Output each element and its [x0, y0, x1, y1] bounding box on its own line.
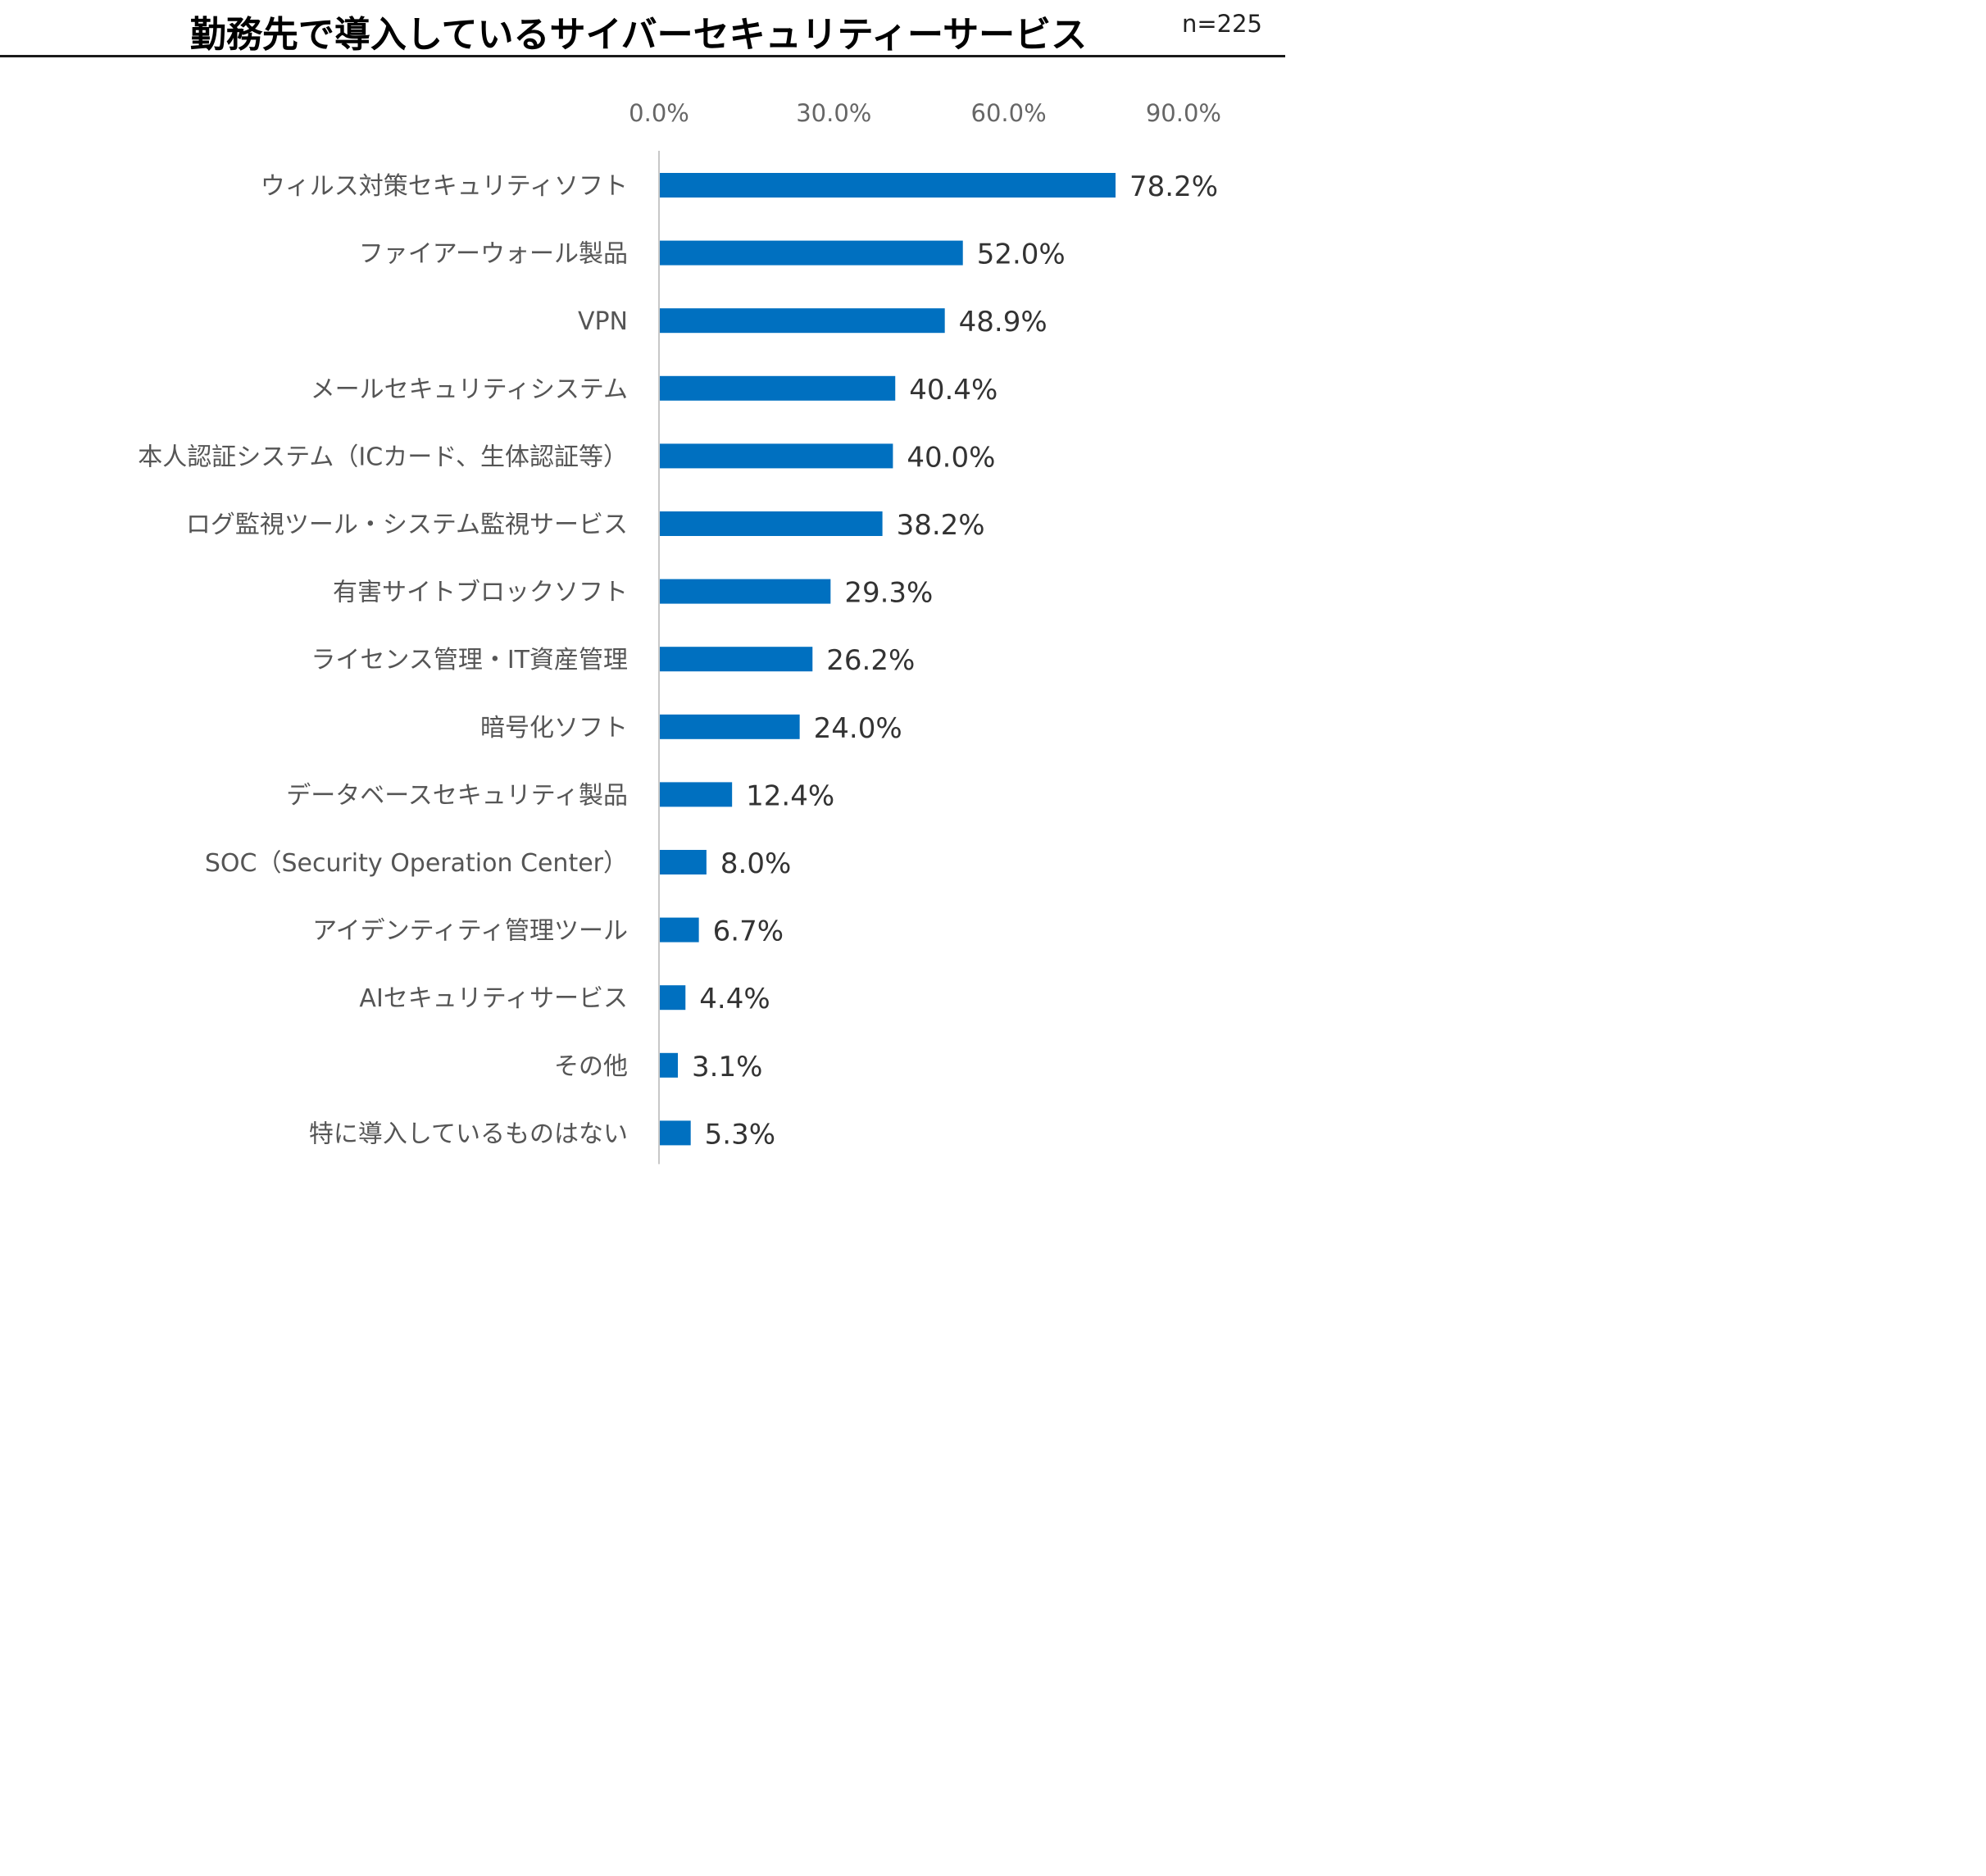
data-label: 4.4%	[699, 983, 770, 1015]
data-label: 5.3%	[705, 1118, 775, 1151]
bar	[660, 308, 945, 334]
bar	[660, 985, 686, 1011]
x-tick-label: 0.0%	[629, 99, 689, 127]
data-label: 3.1%	[692, 1051, 762, 1083]
bar	[660, 714, 800, 739]
category-label: ライセンス管理・IT資産管理	[311, 646, 628, 675]
data-label: 48.9%	[959, 306, 1048, 338]
data-label: 29.3%	[844, 577, 933, 610]
category-label: ファイアーウォール製品	[359, 240, 628, 269]
bar	[660, 1052, 679, 1078]
category-label: 暗号化ソフト	[480, 714, 628, 743]
sample-size-label: n=225	[1181, 10, 1262, 38]
category-label: ログ監視ツール・システム監視サービス	[186, 511, 628, 539]
category-label: AIセキュリティサービス	[359, 984, 628, 1013]
data-label: 38.2%	[897, 509, 985, 542]
bar-chart: 0.0% 30.0% 60.0% 90.0% ウィルス対策セキュリティソフト 78.2% フ…	[138, 99, 1221, 1165]
bar	[660, 850, 707, 874]
data-label: 40.4%	[909, 374, 998, 407]
bar	[660, 1120, 691, 1146]
category-label: ウィルス対策セキュリティソフト	[261, 172, 628, 201]
data-label: 24.0%	[814, 712, 902, 745]
x-tick-label: 90.0%	[1146, 99, 1221, 127]
data-label: 26.2%	[826, 644, 915, 677]
bar	[660, 240, 963, 266]
data-label: 52.0%	[977, 238, 1066, 271]
bar	[660, 375, 896, 401]
bar	[660, 511, 883, 536]
data-label: 8.0%	[720, 847, 791, 880]
data-label: 12.4%	[746, 779, 834, 812]
bar	[660, 647, 813, 672]
category-label: SOC（Security Operation Center）	[205, 849, 628, 878]
category-label: データベースセキュリティ製品	[286, 781, 628, 810]
bar	[660, 782, 733, 807]
category-label: アイデンティティ管理ツール	[312, 917, 628, 946]
data-label: 6.7%	[713, 915, 784, 948]
category-label: その他	[554, 1052, 628, 1081]
category-label: VPN	[578, 307, 628, 336]
bar	[660, 579, 831, 604]
chart-title: 勤務先で導入しているサイバーセキュリティーサービス	[189, 14, 1088, 56]
category-label: メールセキュリティシステム	[311, 375, 628, 404]
title-underline	[0, 55, 1285, 57]
x-tick-label: 30.0%	[796, 99, 871, 127]
data-label: 40.0%	[907, 441, 995, 474]
bar	[660, 917, 699, 943]
category-label: 有害サイトブロックソフト	[333, 579, 628, 607]
x-tick-label: 60.0%	[971, 99, 1047, 127]
category-label: 本人認証システム（ICカード、生体認証等）	[138, 443, 628, 471]
category-label: 特に導入しているものはない	[309, 1120, 628, 1148]
bar	[660, 443, 893, 469]
bar	[660, 173, 1116, 198]
data-label: 78.2%	[1129, 170, 1218, 203]
